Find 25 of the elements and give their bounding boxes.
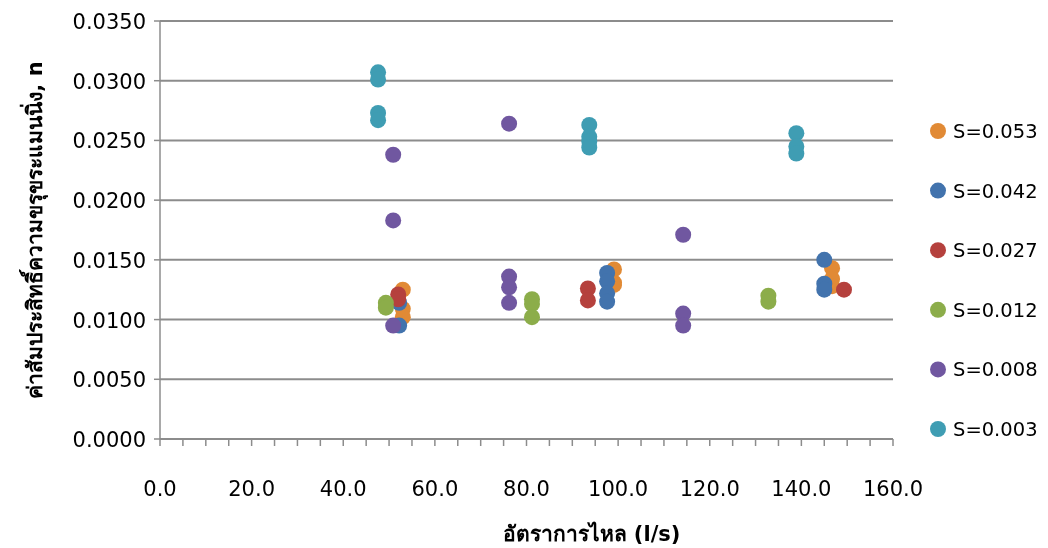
y-tick-label: 0.0350 bbox=[72, 10, 146, 34]
x-tick-label: 140.0 bbox=[771, 477, 832, 501]
x-tick-label: 20.0 bbox=[228, 477, 276, 501]
y-tick-label: 0.0250 bbox=[72, 129, 146, 154]
x-tick-label: 160.0 bbox=[862, 477, 924, 501]
y-axis-title: ค่าสัมประสิทธิ์ความขรุขระแมนนิ่ง, n bbox=[19, 61, 49, 399]
y-tick-label: 0.0150 bbox=[72, 248, 146, 273]
legend-label: S=0.042 bbox=[953, 179, 1038, 203]
x-tick-label: 80.0 bbox=[503, 477, 550, 501]
x-tick-label: 120.0 bbox=[679, 477, 740, 501]
legend-label: S=0.003 bbox=[953, 418, 1038, 441]
x-axis-title: อัตราการไหล (l/s) bbox=[502, 521, 681, 546]
legend-label: S=0.008 bbox=[953, 358, 1038, 382]
legend-label: S=0.012 bbox=[953, 298, 1038, 322]
x-tick-label: 40.0 bbox=[319, 477, 367, 501]
y-tick-label: 0.0100 bbox=[72, 308, 146, 333]
x-tick-label: 60.0 bbox=[411, 477, 459, 501]
y-tick-label: 0.0200 bbox=[72, 189, 146, 214]
x-tick-label: 100.0 bbox=[588, 477, 649, 501]
x-tick-label: 0.0 bbox=[143, 477, 177, 501]
legend-label: S=0.027 bbox=[953, 239, 1038, 263]
y-tick-label: 0.0300 bbox=[72, 69, 146, 94]
legend-label: S=0.053 bbox=[953, 120, 1038, 143]
y-tick-label: 0.0050 bbox=[72, 368, 146, 393]
y-tick-label: 0.0000 bbox=[72, 428, 146, 452]
